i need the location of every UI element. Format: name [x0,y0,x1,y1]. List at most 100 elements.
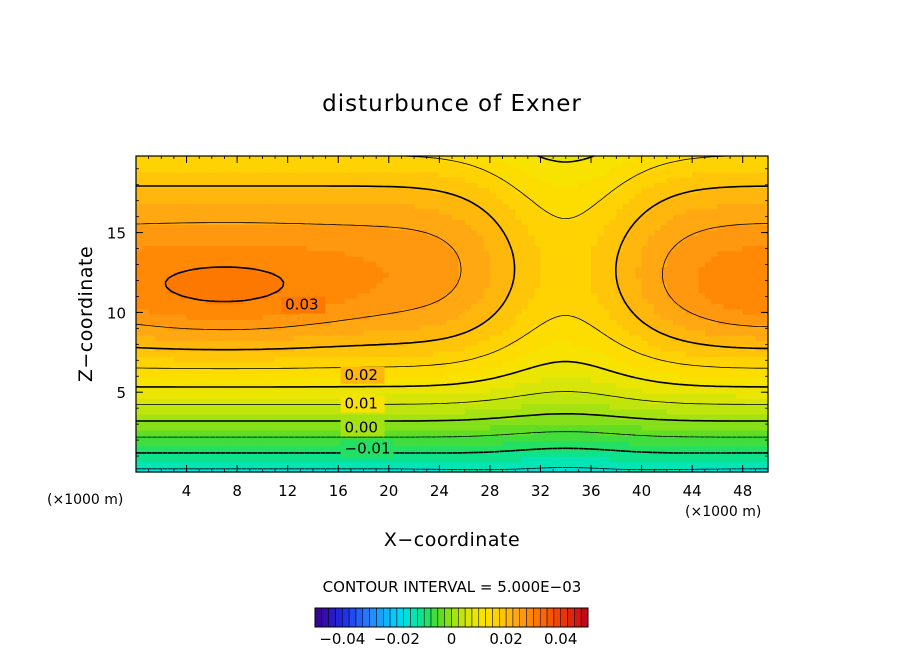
field-cell [445,329,453,336]
field-cell [591,198,598,204]
field-cell [306,361,314,368]
field-cell [641,298,649,305]
field-cell [572,387,579,394]
field-cell [470,387,478,394]
field-cell [186,350,194,357]
field-cell [262,303,270,310]
field-cell [243,424,251,431]
field-cell [224,387,232,394]
field-cell [154,429,162,436]
field-cell [268,303,276,310]
field-cell [154,229,162,236]
field-cell [154,456,162,463]
field-cell [553,361,561,368]
field-cell [407,187,415,194]
field-cell [553,466,561,473]
field-cell [483,271,491,278]
field-cell [230,377,238,384]
field-cell [489,445,497,452]
field-cell [584,287,592,294]
field-cell [192,192,200,199]
field-cell [553,271,561,278]
field-cell [597,240,605,247]
field-cell [628,219,636,226]
field-cell [534,292,542,299]
field-cell [173,213,181,220]
field-cell [256,398,263,405]
field-cell [584,398,592,405]
field-cell [256,229,263,236]
field-cell [565,377,573,384]
field-cell [527,466,535,473]
field-cell [382,466,390,473]
field-cell [433,156,440,162]
field-cell [357,356,365,362]
field-cell [572,292,579,299]
field-cell [312,450,320,457]
field-cell [357,266,365,273]
field-cell [306,429,314,436]
field-cell [565,414,573,420]
field-cell [628,277,636,283]
field-cell [616,408,624,415]
field-cell [565,456,573,463]
field-cell [211,287,219,294]
field-cell [136,298,143,305]
field-cell [597,166,605,173]
field-cell [369,335,377,341]
field-cell [527,440,535,447]
field-cell [464,393,472,399]
field-cell [262,208,270,215]
field-cell [256,387,263,394]
field-cell [628,192,636,199]
field-cell [647,282,655,289]
field-cell [230,229,238,236]
field-cell [401,419,409,426]
field-cell [565,198,573,204]
field-cell [546,298,554,305]
field-cell [148,240,156,247]
field-cell [584,292,592,299]
field-cell [420,161,428,168]
field-cell [243,456,251,463]
field-cell [502,419,510,426]
field-cell [287,282,295,289]
field-cell [306,219,314,226]
field-cell [300,166,308,173]
field-cell [294,203,301,210]
field-cell [414,250,421,257]
field-cell [275,203,282,210]
field-cell [603,271,611,278]
field-cell [350,466,358,473]
field-cell [647,440,655,447]
field-cell [167,156,175,162]
field-cell [489,324,497,331]
field-cell [186,277,194,283]
field-cell [312,414,320,420]
field-cell [376,329,384,336]
field-cell [154,213,162,220]
field-cell [312,371,320,378]
field-cell [192,292,200,299]
field-cell [635,156,643,162]
field-cell [553,156,561,162]
field-cell [186,208,194,215]
field-cell [603,450,611,457]
field-cell [338,161,346,168]
field-cell [173,161,181,168]
field-cell [256,403,263,410]
field-cell [142,287,150,294]
field-cell [426,429,434,436]
field-cell [287,224,295,231]
field-cell [470,271,478,278]
field-cell [376,335,384,341]
field-cell [489,387,497,394]
field-cell [344,314,352,320]
field-cell [515,398,523,405]
field-cell [654,445,662,452]
field-cell [654,429,662,436]
field-cell [268,266,276,273]
field-cell [167,387,175,394]
field-cell [464,256,472,262]
field-cell [578,250,586,257]
